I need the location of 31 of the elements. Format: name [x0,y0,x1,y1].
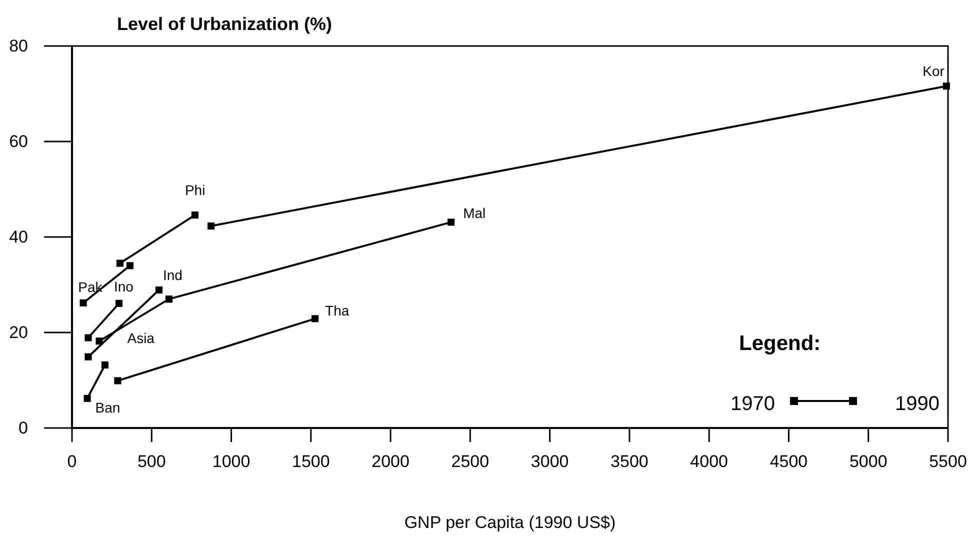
series-label: Phi [184,182,206,198]
x-tick-label: 4500 [770,452,808,472]
x-tick-label: 2000 [372,452,410,472]
y-tick-label: 80 [9,36,28,56]
x-tick-label: 3500 [610,452,648,472]
annotation: 1990 [895,393,940,415]
y-tick-label: 0 [18,418,28,438]
x-axis-title: GNP per Capita (1990 US$) [404,513,616,532]
annotation: Legend: [739,332,821,355]
x-tick-label: 500 [137,452,166,472]
x-tick-label: 1000 [212,452,250,472]
x-tick-label: 0 [67,452,77,472]
series-label: Ban [95,399,120,416]
y-axis-title: Level of Urbanization (%) [117,14,332,34]
series-label: Pak [78,278,104,295]
x-tick-label: 1500 [292,452,330,472]
series-label: Kor [922,63,945,80]
series-label: Ind [162,267,182,284]
annotation: 1970 [730,393,775,415]
series-label: Mal [463,205,486,222]
x-tick-label: 5500 [929,452,967,472]
y-tick-label: 20 [9,322,28,342]
y-tick-label: 40 [9,227,28,246]
x-tick-label: 3000 [530,452,569,472]
series-label: Ino [114,278,134,294]
x-tick-label: 5000 [849,452,888,472]
y-tick-label: 60 [9,132,28,151]
series-label: Asia [127,330,155,346]
x-tick-label: 2500 [451,452,490,472]
x-tick-label: 4000 [690,452,728,472]
series-label: Tha [325,302,350,319]
